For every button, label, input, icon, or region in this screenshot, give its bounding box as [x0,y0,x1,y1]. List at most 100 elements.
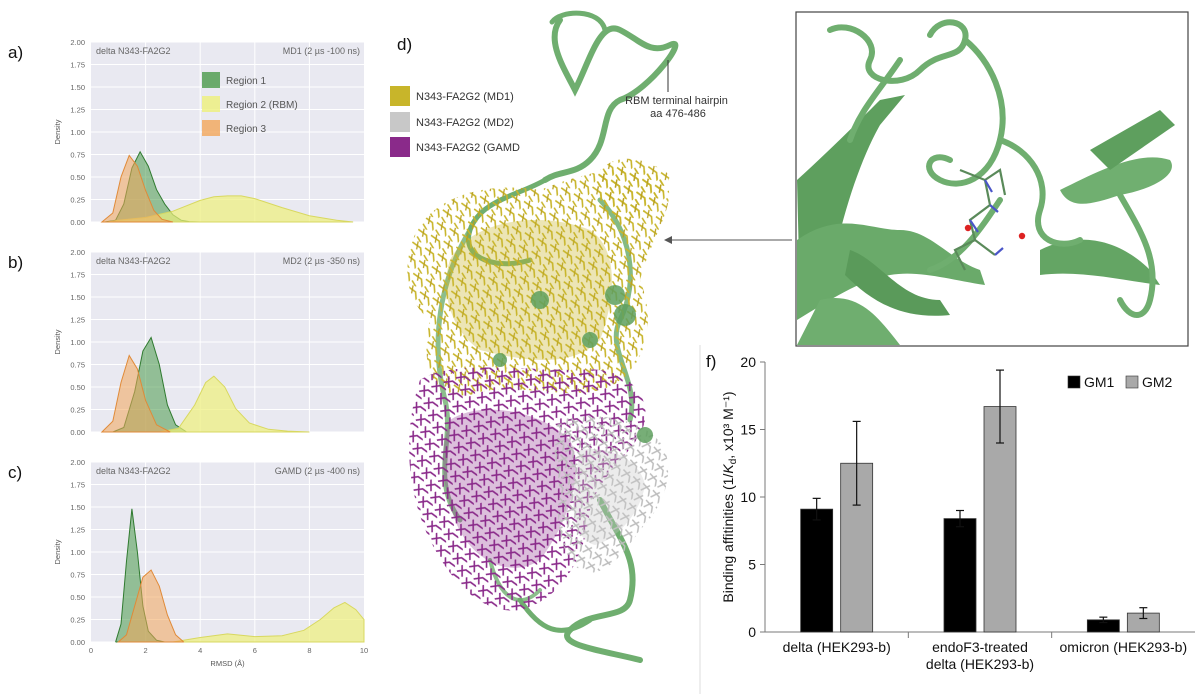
y-tick-label: 0.75 [70,571,85,580]
y-tick-label: 0.75 [70,361,85,370]
y-tick-label: 1.75 [70,271,85,280]
plot-subtitle: GAMD (2 µs -400 ns) [275,466,360,476]
y-tick-label: 0.00 [70,638,85,647]
bar-gm1-0 [800,508,834,633]
y-tick-label: 2.00 [70,38,85,47]
legend-swatch [202,120,220,136]
glycan-md1-cloud [407,169,670,396]
y-tick-label: 1.00 [70,338,85,347]
legend-label: Region 3 [226,124,266,135]
density-plot-b: 0.00 0.25 0.50 0.75 1.00 1.25 1.50 1.75 2.00 delt… [53,248,364,437]
y-tick-label: 0.25 [70,616,85,625]
plot-subtitle: MD2 (2 µs -350 ns) [283,256,360,266]
y-tick-label: 1.00 [70,128,85,137]
legend-swatch [1125,375,1139,389]
panel-label-f: f) [706,352,717,371]
y-tick-label: 2.00 [70,248,85,257]
zoom-arrow [664,236,792,244]
category-label: delta (HEK293-b) [783,639,891,655]
y-tick-label: 20 [740,354,756,370]
y-tick-label: 10 [740,489,756,505]
density-area-region-2 [172,601,365,643]
plot-title: delta N343-FA2G2 [96,256,171,266]
y-tick-label: 0.25 [70,196,85,205]
plot-title: delta N343-FA2G2 [96,46,171,56]
bar-chart-f: 0 5 10 15 20 Binding affitinities (1/Kd, x10³… [699,345,1195,694]
y-tick-label: 1.50 [70,503,85,512]
y-tick-label: 0.00 [70,428,85,437]
legend-label: Region 1 [226,76,266,87]
x-tick-label: 8 [307,646,311,655]
y-tick-label: 0.50 [70,383,85,392]
panel-label-d: d) [397,35,413,54]
density-area-region-3 [100,354,171,433]
y-tick-label: 0.00 [70,218,85,227]
y-tick-label: 15 [740,422,756,438]
x-tick-label: 2 [144,646,148,655]
y-axis-label: Density [53,119,62,144]
legend-md2-label: N343-FA2G2 (MD2) [416,117,514,129]
error-bar [852,420,861,506]
structure-legend: N343-FA2G2 (MD1) N343-FA2G2 (MD2) N343-F… [390,86,520,157]
y-tick-label: 0.75 [70,151,85,160]
panel-label-c: c) [8,463,23,482]
density-plot-a: 0.00 0.25 0.50 0.75 1.00 1.25 1.50 1.75 2.00 delt… [53,38,364,227]
plot-title: delta N343-FA2G2 [96,466,171,476]
density-legend: Region 1 Region 2 (RBM) Region 3 [202,72,298,136]
y-tick-label: 1.75 [70,481,85,490]
glycan-gamd-cloud-dense [443,409,576,568]
error-bar [956,509,964,528]
error-bar [1139,607,1148,620]
bar-gm1-1 [943,518,977,633]
legend-md1-label: N343-FA2G2 (MD1) [416,91,514,103]
x-axis-label: RMSD (Å) [210,659,245,668]
y-tick-label: 2.00 [70,458,85,467]
bar-legend: GM1 GM2 [1067,374,1173,390]
error-bar [1099,616,1108,624]
legend-label: GM2 [1142,374,1173,390]
legend-swatch [202,96,220,112]
y-tick-label: 0.50 [70,593,85,602]
legend-label: Region 2 (RBM) [226,100,298,111]
legend-gamd-label: N343-FA2G2 (GAMD [416,142,520,154]
glycan-top-fan [598,158,670,225]
glycan-md1-cloud-dense [446,220,612,360]
density-area-region-3 [116,569,185,643]
bar-gm2-1 [983,406,1017,633]
error-bar [996,369,1004,444]
legend-swatch [202,72,220,88]
y-axis-label: Density [53,329,62,354]
panel-e-zoom [795,11,1189,347]
density-plot-c: 0.00 0.25 0.50 0.75 1.00 1.25 1.50 1.75 2.00 delt… [53,458,368,668]
y-tick-label: 1.50 [70,83,85,92]
category-label: endoF3-treated delta (HEK293-b) [926,639,1034,672]
y-axis-label: Binding affitinities (1/Kd, x10³ M⁻¹) [720,391,739,602]
density-area-region-2 [159,375,310,433]
y-tick-label: 1.75 [70,61,85,70]
error-bar [812,497,821,521]
y-tick-label: 1.50 [70,293,85,302]
x-tick-label: 0 [89,646,93,655]
y-tick-label: 1.25 [70,106,85,115]
y-tick-label: 5 [748,557,756,573]
panel-label-b: b) [8,253,24,272]
x-tick-label: 4 [198,646,202,655]
y-tick-label: 1.25 [70,316,85,325]
legend-swatch [1067,375,1081,389]
glycan-spheres [493,285,653,443]
glycan-md2-cloud [554,416,669,573]
density-area-region-3 [100,154,174,223]
y-tick-label: 0.50 [70,173,85,182]
x-tick-label: 6 [253,646,257,655]
panel-label-a: a) [8,43,24,62]
y-axis-label: Density [53,539,62,564]
legend-label: GM1 [1084,374,1115,390]
plot-subtitle: MD1 (2 µs -100 ns) [283,46,360,56]
y-tick-label: 1.25 [70,526,85,535]
y-tick-label: 1.00 [70,548,85,557]
y-tick-label: 0 [748,624,756,640]
y-tick-label: 0.25 [70,406,85,415]
category-label: omicron (HEK293-b) [1060,639,1188,655]
glycan-md2-cloud-dense [573,449,645,545]
